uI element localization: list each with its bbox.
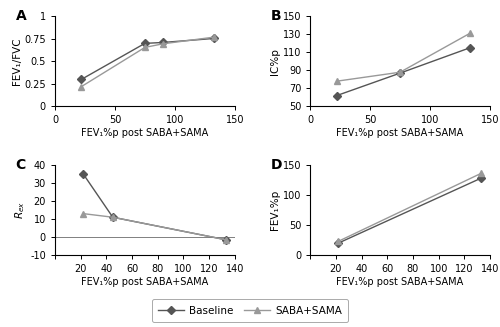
Y-axis label: IC%p: IC%p xyxy=(270,48,280,75)
Y-axis label: FEV₁/FVC: FEV₁/FVC xyxy=(12,38,22,85)
X-axis label: FEV₁%p post SABA+SAMA: FEV₁%p post SABA+SAMA xyxy=(82,128,208,138)
Y-axis label: $R_{ex}$: $R_{ex}$ xyxy=(14,201,28,219)
Text: A: A xyxy=(16,9,26,23)
Y-axis label: FEV₁%p: FEV₁%p xyxy=(270,190,280,230)
X-axis label: FEV₁%p post SABA+SAMA: FEV₁%p post SABA+SAMA xyxy=(82,277,208,287)
Text: D: D xyxy=(270,158,282,172)
Text: B: B xyxy=(270,9,281,23)
X-axis label: FEV₁%p post SABA+SAMA: FEV₁%p post SABA+SAMA xyxy=(336,128,464,138)
Legend: Baseline, SABA+SAMA: Baseline, SABA+SAMA xyxy=(152,299,348,322)
Text: C: C xyxy=(16,158,26,172)
X-axis label: FEV₁%p post SABA+SAMA: FEV₁%p post SABA+SAMA xyxy=(336,277,464,287)
